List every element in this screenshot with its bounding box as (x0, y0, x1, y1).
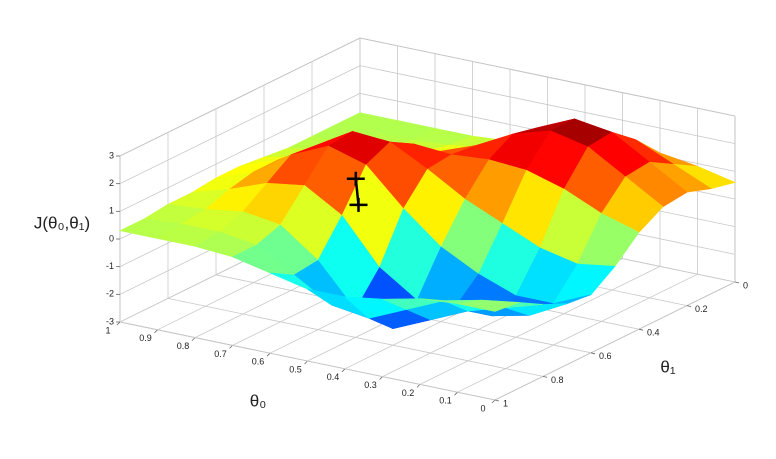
y-tick-label: 0 (743, 280, 748, 290)
grid-line (119, 65, 361, 185)
grid-line (359, 65, 736, 145)
path-point (349, 197, 368, 212)
tick-mark (734, 281, 740, 284)
y-axis-title: θ₁ (660, 357, 675, 376)
z-tick-label: -3 (106, 316, 114, 326)
x-tick-label: 0.9 (139, 333, 152, 343)
y-tick-label: 0.4 (647, 328, 660, 338)
surface (119, 112, 736, 330)
descent-path (346, 171, 368, 212)
x-axis-title: θ₀ (250, 391, 267, 410)
x-tick-label: 0.7 (214, 349, 227, 359)
tick-mark (638, 328, 644, 331)
tick-mark (686, 305, 692, 307)
tick-mark (191, 337, 196, 341)
x-tick-label: 0.5 (289, 364, 302, 374)
grid-line (494, 281, 736, 401)
grid-line (167, 298, 544, 377)
tick-mark (416, 384, 421, 388)
labels: J(θ₀,θ₁) θ₀ θ₁ 0 0.1 0.2 0.3 0.4 0.5 0.6 0.7 0.8… (34, 150, 748, 413)
tick-mark (491, 399, 496, 404)
grid-line (419, 266, 661, 385)
x-tick-label: 0 (480, 403, 485, 413)
z-tick-label: -2 (106, 289, 114, 299)
x-tick-label: 0.6 (252, 357, 265, 367)
grid-line (359, 37, 736, 117)
tick-mark (542, 376, 548, 378)
y-tick-label: 1 (503, 398, 508, 408)
y-tick-label: 0.6 (599, 351, 612, 361)
tick-mark (154, 329, 158, 334)
z-tick-label: 3 (109, 150, 114, 160)
z-tick-label: 0 (109, 233, 114, 243)
grid-line (119, 321, 496, 401)
y-tick-label: 0.8 (551, 375, 564, 385)
z-tick-label: -1 (106, 261, 114, 271)
x-tick-label: 0.3 (364, 380, 377, 390)
x-tick-label: 0.1 (439, 396, 452, 406)
tick-mark (229, 345, 233, 349)
path-point (346, 171, 365, 186)
tick-mark (454, 391, 458, 396)
z-tick-label: 2 (109, 178, 114, 188)
x-tick-label: 0.4 (327, 372, 340, 382)
x-tick-label: 0.2 (402, 388, 415, 398)
grid-line (119, 92, 361, 212)
grid-line (457, 273, 698, 393)
x-tick-label: 0.8 (177, 341, 190, 351)
z-tick-label: 1 (109, 206, 114, 216)
tick-mark (266, 352, 271, 357)
tick-mark (590, 352, 596, 355)
tick-mark (304, 360, 308, 365)
y-tick-label: 0.2 (695, 304, 708, 314)
tick-mark (494, 399, 500, 402)
tick-mark (341, 368, 346, 373)
surface-patch (457, 299, 520, 312)
x-tick-label: 1 (105, 325, 110, 335)
tick-mark (379, 376, 383, 380)
tick-mark (116, 321, 121, 326)
z-axis-title: J(θ₀,θ₁) (34, 213, 90, 232)
grid-line (119, 37, 361, 157)
